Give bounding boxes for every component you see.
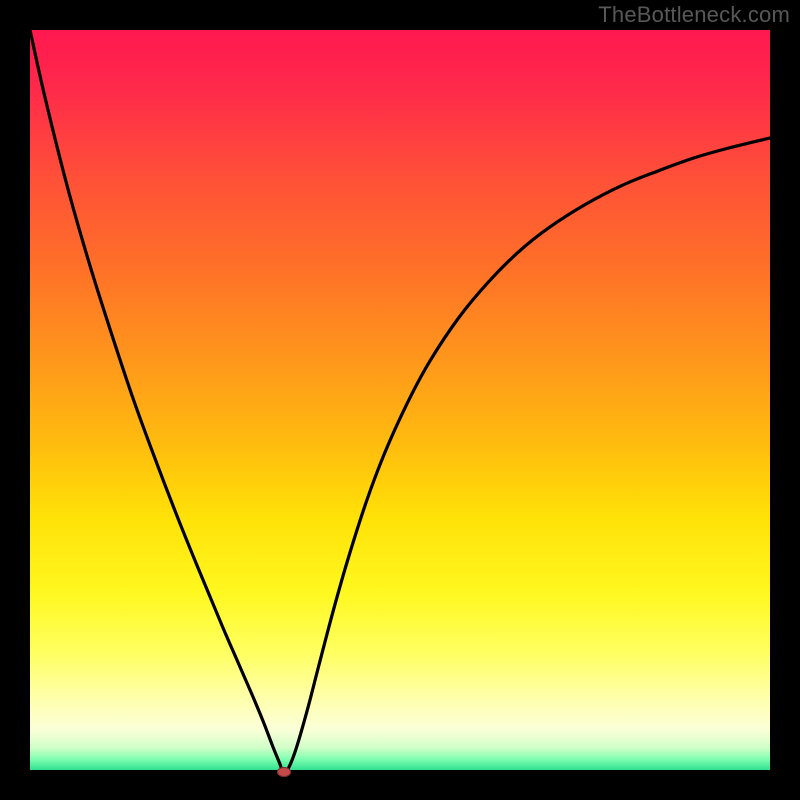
watermark-label: TheBottleneck.com	[598, 2, 790, 28]
optimum-marker	[277, 767, 291, 777]
chart-svg	[30, 30, 770, 770]
plot-area	[30, 30, 770, 770]
bottleneck-curve	[30, 30, 770, 770]
